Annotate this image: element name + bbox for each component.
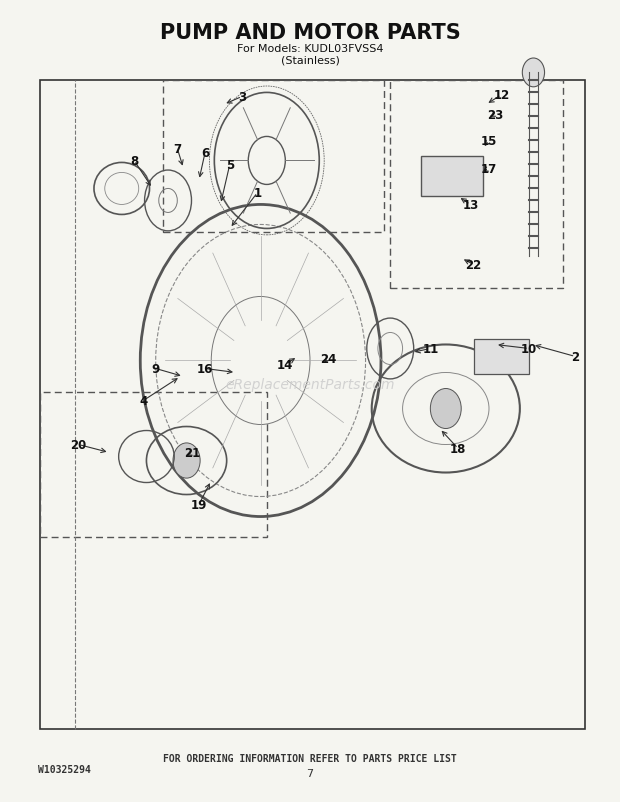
Text: eReplacementParts.com: eReplacementParts.com [225, 378, 395, 392]
Text: 7: 7 [173, 143, 182, 156]
Bar [390, 81, 563, 289]
Text: FOR ORDERING INFORMATION REFER TO PARTS PRICE LIST: FOR ORDERING INFORMATION REFER TO PARTS … [163, 753, 457, 764]
Text: 10: 10 [521, 342, 538, 355]
Text: 20: 20 [71, 439, 87, 452]
Bar [40, 393, 267, 537]
Text: 16: 16 [197, 363, 213, 375]
Text: 5: 5 [226, 159, 234, 172]
Text: 19: 19 [191, 498, 207, 512]
Text: 7: 7 [306, 768, 314, 778]
Circle shape [430, 389, 461, 429]
Text: 4: 4 [140, 395, 148, 407]
Bar [474, 339, 529, 375]
Text: 1: 1 [254, 187, 262, 200]
Circle shape [522, 59, 544, 87]
Text: 15: 15 [480, 135, 497, 148]
Text: 24: 24 [321, 352, 337, 365]
Text: PUMP AND MOTOR PARTS: PUMP AND MOTOR PARTS [159, 23, 461, 43]
Text: 6: 6 [201, 147, 209, 160]
Text: 9: 9 [151, 363, 160, 375]
Text: 11: 11 [422, 342, 438, 355]
Text: 13: 13 [463, 199, 479, 212]
Text: 3: 3 [238, 91, 246, 103]
Text: W10325294: W10325294 [38, 764, 91, 774]
Text: For Models: KUDL03FVSS4: For Models: KUDL03FVSS4 [237, 44, 383, 55]
Text: 18: 18 [450, 443, 466, 456]
Bar [163, 81, 384, 233]
Text: 22: 22 [466, 258, 482, 272]
Text: 21: 21 [185, 447, 201, 460]
Text: 2: 2 [572, 350, 580, 363]
Circle shape [173, 444, 200, 479]
Text: 12: 12 [494, 89, 510, 102]
Text: 23: 23 [487, 108, 503, 121]
Text: 8: 8 [130, 155, 138, 168]
Text: 17: 17 [481, 163, 497, 176]
Text: 14: 14 [277, 358, 293, 371]
Text: (Stainless): (Stainless) [281, 55, 339, 66]
Bar [421, 157, 483, 197]
